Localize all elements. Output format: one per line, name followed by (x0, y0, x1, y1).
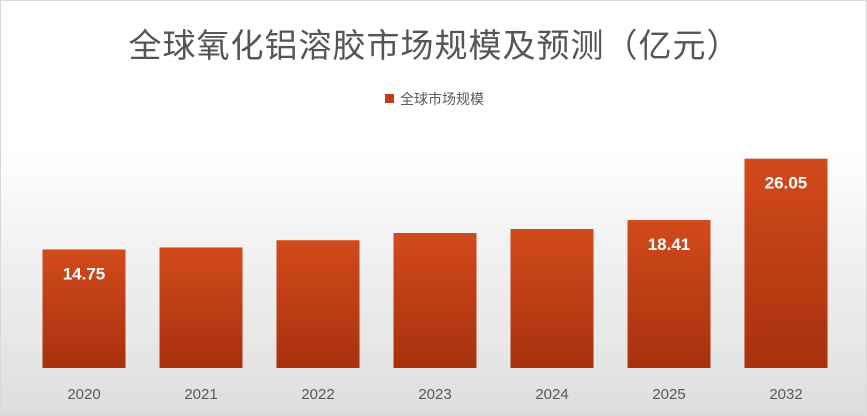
legend-swatch (385, 94, 394, 103)
legend-label: 全球市场规模 (400, 92, 484, 108)
bar-2025 (627, 220, 711, 368)
x-tick-label-2023: 2023 (418, 386, 451, 403)
bar-2023 (393, 233, 477, 368)
bar-2032 (744, 158, 828, 368)
x-tick-label-2022: 2022 (301, 386, 334, 403)
data-label-2020: 14.75 (63, 264, 106, 283)
bar-2024 (510, 228, 594, 368)
data-label-2032: 26.05 (765, 174, 808, 193)
x-tick-label-2021: 2021 (184, 386, 217, 403)
x-tick-label-2024: 2024 (535, 386, 568, 403)
x-tick-label-2020: 2020 (67, 386, 100, 403)
x-tick-label-2032: 2032 (769, 386, 802, 403)
x-tick-label-2025: 2025 (652, 386, 685, 403)
chart-title: 全球氧化铝溶胶市场规模及预测（亿元） (128, 26, 741, 65)
bar-2022 (276, 240, 360, 368)
bar-2021 (159, 247, 243, 368)
data-label-2025: 18.41 (648, 235, 691, 254)
bar-2020 (42, 249, 126, 368)
chart-legend: 全球市场规模 (1, 89, 866, 109)
